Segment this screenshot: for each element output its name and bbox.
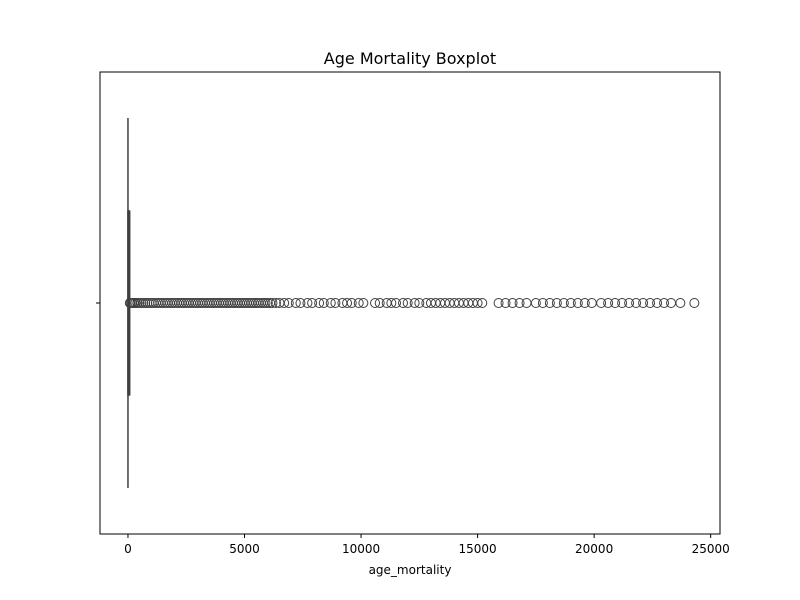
outlier-point <box>477 298 488 308</box>
outlier-point <box>507 298 518 308</box>
outlier-point <box>530 298 541 308</box>
outlier-point <box>391 298 402 308</box>
outlier-point <box>624 298 635 308</box>
outlier-point <box>358 298 369 308</box>
outlier-point <box>290 298 301 308</box>
outlier-point <box>565 298 576 308</box>
outlier-point <box>544 298 555 308</box>
outlier-point <box>493 298 504 308</box>
x-tick-label: 20000 <box>575 542 613 556</box>
outlier-point <box>402 298 413 308</box>
x-tick-label: 5000 <box>229 542 260 556</box>
outlier-point <box>346 298 357 308</box>
x-tick-label: 25000 <box>692 542 730 556</box>
outlier-point <box>652 298 663 308</box>
outlier-point <box>572 298 583 308</box>
outlier-point <box>472 298 483 308</box>
outlier-point <box>398 298 409 308</box>
outlier-point <box>645 298 656 308</box>
outlier-point <box>551 298 562 308</box>
outlier-point <box>279 298 290 308</box>
chart-title: Age Mortality Boxplot <box>324 49 496 68</box>
x-tick-label: 15000 <box>459 542 497 556</box>
outlier-point <box>514 298 525 308</box>
outlier-point <box>409 298 420 308</box>
outlier-point <box>675 298 686 308</box>
outlier-point <box>283 298 294 308</box>
outlier-point <box>631 298 642 308</box>
outlier-point <box>314 298 325 308</box>
x-tick-label: 0 <box>124 542 132 556</box>
outlier-point <box>267 298 278 308</box>
box-layer <box>127 118 131 488</box>
outlier-point <box>659 298 670 308</box>
outlier-point <box>414 298 425 308</box>
outlier-point <box>666 298 677 308</box>
outlier-point <box>689 298 700 308</box>
outlier-point <box>270 298 281 308</box>
outlier-point <box>579 298 590 308</box>
outliers-layer <box>124 298 700 308</box>
outlier-point <box>330 298 341 308</box>
outlier-point <box>342 298 353 308</box>
outlier-point <box>596 298 607 308</box>
outlier-point <box>558 298 569 308</box>
x-tick-label: 10000 <box>342 542 380 556</box>
outlier-point <box>617 298 628 308</box>
outlier-point <box>353 298 364 308</box>
outlier-point <box>262 298 273 308</box>
outlier-point <box>374 298 385 308</box>
outlier-point <box>603 298 614 308</box>
outlier-point <box>521 298 532 308</box>
outlier-point <box>260 298 271 308</box>
x-axis: 0 5000 10000 15000 20000 25000 <box>124 534 730 556</box>
outlier-point <box>295 298 306 308</box>
outlier-point <box>302 298 313 308</box>
outlier-point <box>325 298 336 308</box>
outlier-point <box>318 298 329 308</box>
outlier-point <box>537 298 548 308</box>
outlier-point <box>386 298 397 308</box>
outlier-point <box>370 298 381 308</box>
outlier-point <box>610 298 621 308</box>
outlier-point <box>586 298 597 308</box>
outlier-point <box>500 298 511 308</box>
x-axis-label: age_mortality <box>369 563 452 577</box>
outlier-point <box>638 298 649 308</box>
outlier-point <box>307 298 318 308</box>
